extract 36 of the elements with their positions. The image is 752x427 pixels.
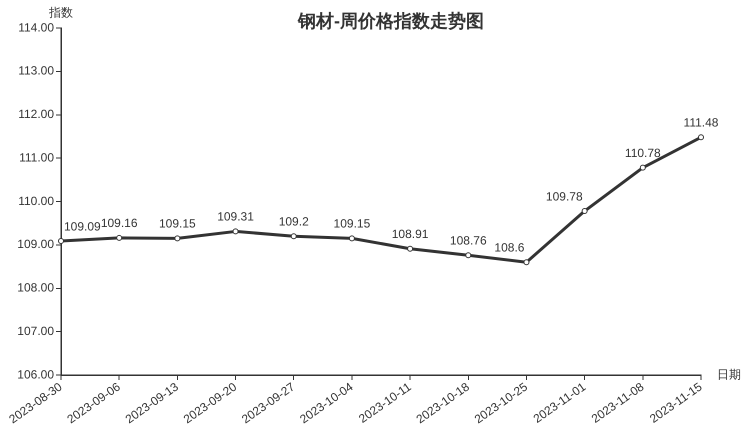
data-label: 108.76 [450,234,487,248]
data-label: 111.48 [684,116,719,130]
point [640,164,646,171]
y-tick-label: 110.00 [18,194,54,208]
data-label: 109.16 [100,216,138,230]
data-label: 109.78 [546,189,583,204]
y-tick-label: 108.00 [17,280,54,295]
y-tick-label: 114.00 [18,20,54,34]
point [116,234,122,241]
data-label: 108.91 [392,227,429,242]
point [58,238,64,244]
point [698,134,704,140]
x-axis-title: 日期 [717,367,741,382]
point [465,252,472,258]
y-tick-label: 106.00 [17,367,54,382]
point [523,259,530,266]
point [174,235,180,242]
y-tick-label: 112.00 [18,107,54,122]
data-label: 108.6 [494,240,525,255]
data-label: 109.15 [159,216,196,231]
chart-title: 钢材-周价格指数走势图 [297,10,484,31]
y-tick-label: 107.00 [17,324,54,338]
data-label: 110.78 [624,146,662,160]
y-tick-label: 113.00 [18,64,54,78]
y-tick-label: 111.00 [19,150,54,164]
data-label: 109.15 [334,216,371,231]
point [582,208,588,214]
point [407,246,414,252]
data-label: 109.31 [217,210,254,224]
y-tick-label: 109.00 [17,237,54,252]
point [348,235,355,242]
data-label: 109.2 [278,214,310,229]
data-label: 109.09 [64,219,102,234]
y-axis-title: 指数 [48,5,73,20]
point [232,228,239,234]
point [290,233,297,240]
